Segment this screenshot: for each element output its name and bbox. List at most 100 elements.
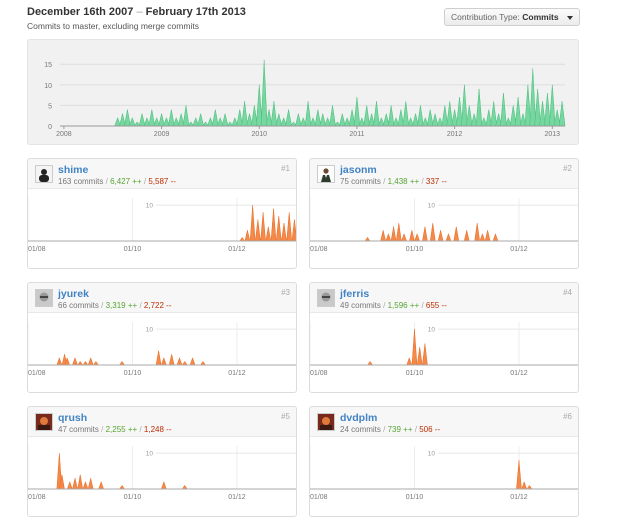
contributor-stats: 24 commits / 739 ++ / 506 -- <box>340 425 440 434</box>
x-tick-label: 01/08 <box>28 370 46 377</box>
rank-badge: #3 <box>281 288 290 297</box>
commit-spike <box>474 223 480 242</box>
commit-spike <box>92 360 99 366</box>
contributor-chart: 10 01/08 01/10 01/12 <box>28 322 296 377</box>
contributor-name-link[interactable]: qrush <box>58 412 88 424</box>
x-tick-label: 2013 <box>545 131 561 138</box>
x-tick-label: 2011 <box>349 131 364 138</box>
commit-spike <box>270 208 277 242</box>
commit-spike <box>128 117 136 127</box>
contributor-chart: 10 01/08 01/10 01/12 <box>28 446 296 501</box>
x-tick-label: 01/12 <box>228 494 246 501</box>
commit-spike <box>155 350 162 366</box>
separator: / <box>101 425 104 434</box>
commit-spike <box>514 97 522 127</box>
commit-spike <box>429 223 436 242</box>
commit-spike <box>500 93 507 127</box>
x-tick-label: 2010 <box>251 131 267 138</box>
commit-spike <box>72 357 78 366</box>
avatar[interactable] <box>317 289 335 307</box>
y-tick-label: 10 <box>44 83 52 90</box>
commit-spike <box>475 88 483 127</box>
commit-spike <box>526 484 533 490</box>
commit-spike <box>492 233 499 242</box>
commit-spike <box>160 481 167 490</box>
commit-spike <box>479 233 486 242</box>
separator: / <box>414 425 417 434</box>
commit-spike <box>396 223 402 242</box>
x-tick-label: 01/08 <box>28 246 46 253</box>
graph-header: December 16th 2007 – February 17th 2013 … <box>27 5 587 35</box>
commit-spike <box>148 109 156 127</box>
commit-spike <box>239 236 246 242</box>
avatar[interactable] <box>35 165 53 183</box>
commit-spike <box>445 233 452 242</box>
date-range: December 16th 2007 – February 17th 2013 <box>27 6 246 18</box>
avatar[interactable] <box>35 289 53 307</box>
commit-spike <box>521 481 528 490</box>
contributor-stats: 47 commits / 2,255 ++ / 1,248 -- <box>58 425 171 434</box>
x-tick-label: 01/12 <box>510 494 528 501</box>
commit-spike <box>77 474 84 490</box>
commit-spike <box>181 360 188 366</box>
y-tick-label: 5 <box>48 103 52 110</box>
deletions-count: 5,587 -- <box>148 177 176 186</box>
commit-spike <box>119 484 126 490</box>
y-tick-label: 10 <box>146 327 154 334</box>
commit-spike <box>275 113 283 127</box>
commit-spike <box>255 219 261 242</box>
separator: / <box>139 425 142 434</box>
overview-graph: 0 5 10 15 2008 2009 2010 2011 2012 2013 <box>27 39 579 145</box>
contributor-stats: 75 commits / 1,438 ++ / 337 -- <box>340 177 447 186</box>
deletions-count: 1,248 -- <box>143 425 172 434</box>
avatar[interactable] <box>35 413 53 431</box>
commit-spike <box>385 233 392 242</box>
deletions-count: 2,722 -- <box>143 301 172 310</box>
contributor-name-link[interactable]: jasonm <box>340 164 377 176</box>
commit-spike <box>182 105 190 127</box>
commit-spike <box>82 360 89 366</box>
commit-spike <box>364 236 371 242</box>
commit-spike <box>124 109 131 127</box>
separator: / <box>105 177 108 186</box>
contributor-name-link[interactable]: jyurek <box>58 288 89 300</box>
contributor-name-link[interactable]: shime <box>58 164 89 176</box>
commit-spike <box>138 113 146 127</box>
contributor-name-link[interactable]: dvdplm <box>340 412 378 424</box>
commit-spike <box>181 484 188 490</box>
contribution-type-select[interactable]: Contribution Type: Commits <box>444 8 580 26</box>
additions-count: 3,319 ++ <box>105 301 138 310</box>
commit-spike <box>463 230 470 242</box>
rank-badge: #1 <box>281 164 290 173</box>
separator: / <box>143 177 147 186</box>
contributor-name-link[interactable]: jferris <box>340 288 370 300</box>
commit-spike <box>426 109 434 127</box>
deletions-count: 655 -- <box>425 301 447 310</box>
commit-count: 49 commits <box>340 301 381 310</box>
commit-spike <box>260 60 268 127</box>
y-tick-label: 10 <box>146 451 154 458</box>
additions-count: 2,255 ++ <box>105 425 138 434</box>
commit-spike <box>98 481 104 490</box>
contributor-card: dvdplm 24 commits / 739 ++ / 506 -- #6 1… <box>309 406 579 517</box>
commit-spike <box>401 233 407 242</box>
commit-spike <box>329 105 336 127</box>
avatar[interactable] <box>317 413 335 431</box>
x-tick-label: 01/08 <box>310 370 328 377</box>
commit-spike <box>249 205 256 242</box>
commit-count: 66 commits <box>58 301 99 310</box>
x-tick-label: 01/12 <box>228 246 246 253</box>
x-tick-label: 01/08 <box>28 494 46 501</box>
avatar[interactable] <box>317 165 335 183</box>
commit-spike <box>212 109 219 127</box>
contributor-chart: 10 01/08 01/10 01/12 <box>310 198 578 253</box>
commit-spike <box>465 105 473 127</box>
commit-count: 24 commits <box>340 425 381 434</box>
y-tick-label: 10 <box>428 203 436 210</box>
commit-count: 47 commits <box>58 425 99 434</box>
commit-spike <box>87 478 94 490</box>
separator: / <box>383 177 386 186</box>
x-tick-label: 01/10 <box>406 246 424 253</box>
commit-spike <box>338 113 346 127</box>
contributor-card: jyurek 66 commits / 3,319 ++ / 2,722 -- … <box>27 282 297 393</box>
